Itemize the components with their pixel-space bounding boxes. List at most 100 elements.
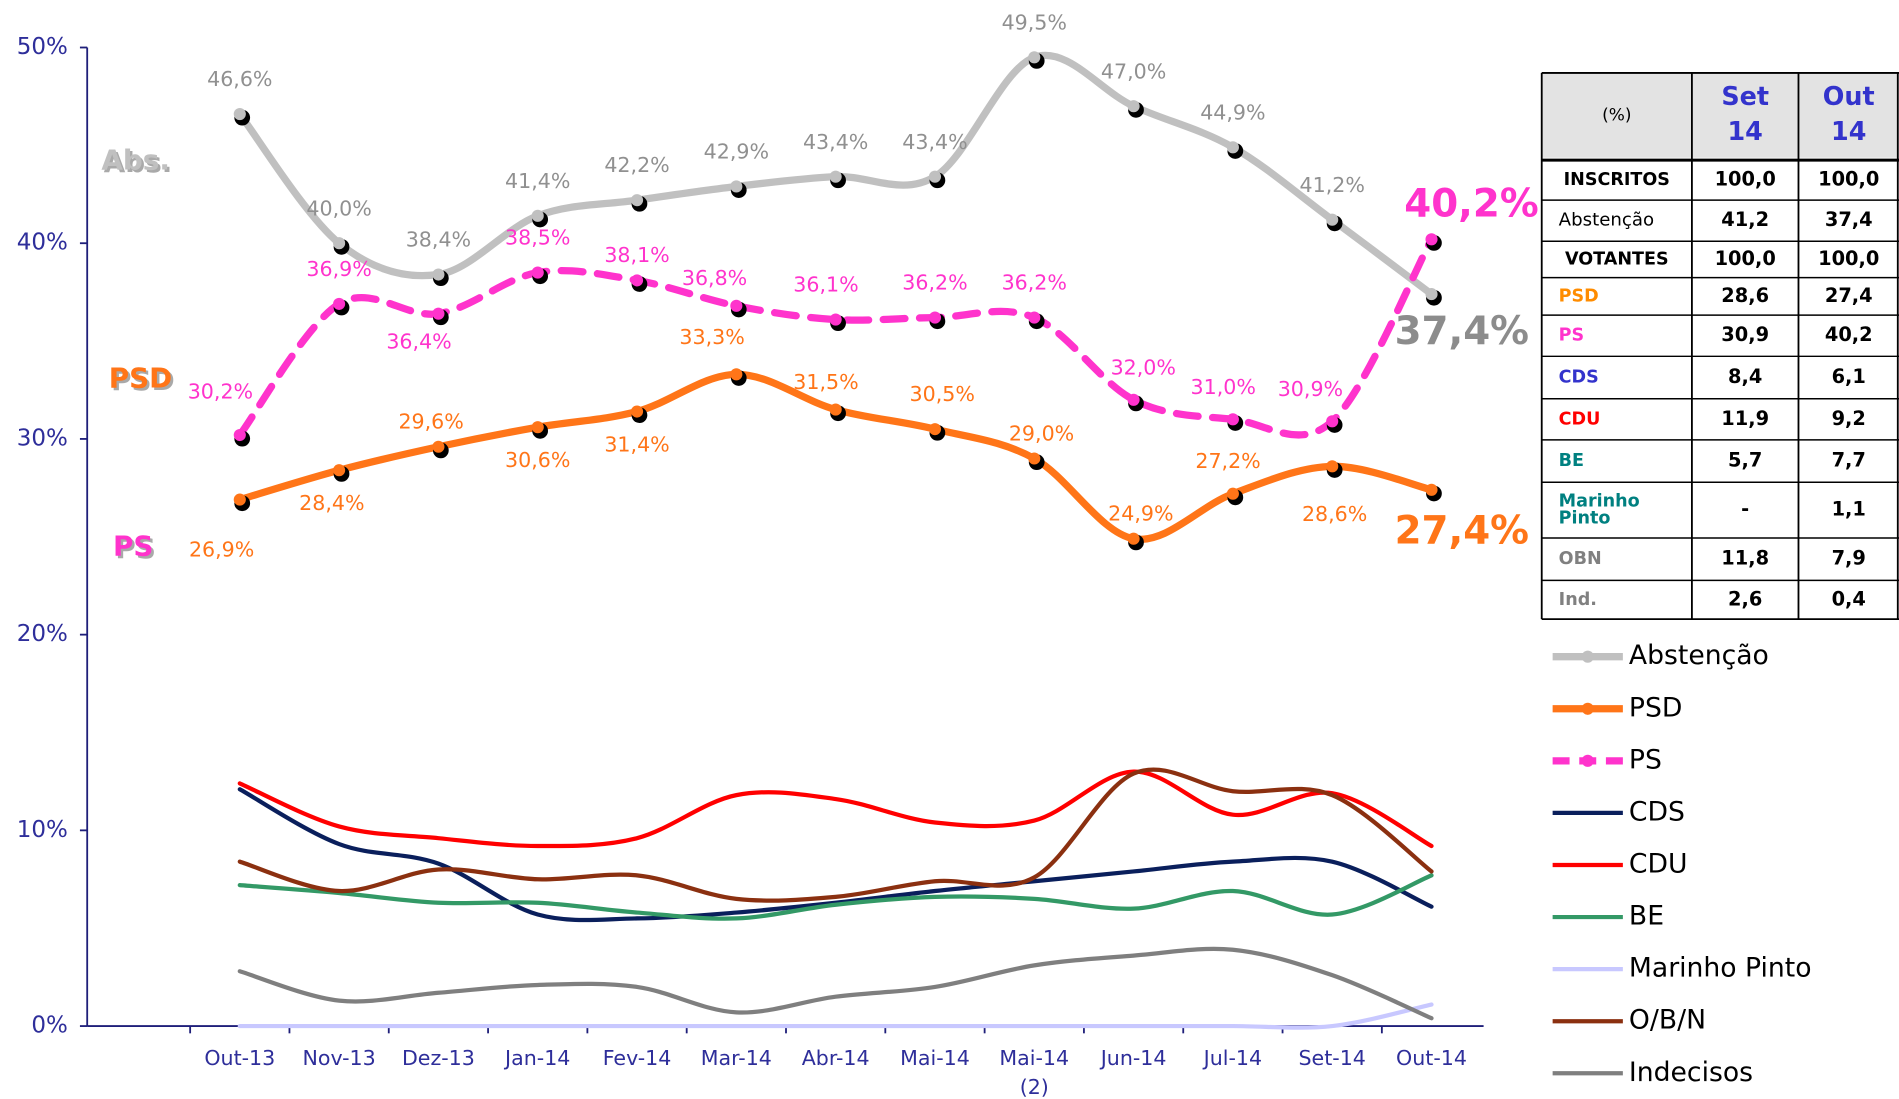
- point: [1028, 311, 1041, 324]
- point: [1028, 452, 1041, 465]
- table-cell: PSD: [1559, 286, 1599, 306]
- point: [829, 403, 842, 416]
- data-label: 36,9%: [306, 257, 371, 281]
- data-label: 41,2%: [1300, 173, 1365, 197]
- x-tick-label: Out-14: [1396, 1046, 1467, 1070]
- data-label: 43,4%: [803, 130, 868, 154]
- x-tick-label: Fev-14: [603, 1046, 672, 1070]
- y-tick-label: 10%: [17, 817, 68, 843]
- data-label: 24,9%: [1108, 502, 1173, 526]
- point: [432, 440, 445, 453]
- y-tick-label: 50%: [17, 34, 68, 60]
- series-tag: PS: [113, 530, 153, 563]
- series-tag: Abs.: [101, 143, 170, 176]
- series-line: [237, 769, 1434, 849]
- table-cell: 40,2: [1825, 323, 1873, 346]
- table-cell: INSCRITOS: [1564, 170, 1670, 190]
- y-tick-label: 30%: [17, 425, 68, 451]
- series-line: [237, 1002, 1434, 1030]
- data-label: 43,4%: [902, 130, 967, 154]
- y-tick-label: 0%: [31, 1013, 68, 1039]
- table-cell: CDS: [1559, 368, 1599, 388]
- table-cell: Ind.: [1559, 590, 1597, 610]
- legend-label: Indecisos: [1629, 1057, 1753, 1088]
- point: [1326, 213, 1339, 226]
- data-label: 33,3%: [679, 325, 744, 349]
- data-label: 30,9%: [1278, 377, 1343, 401]
- data-label: 37,4%: [1395, 309, 1529, 354]
- point: [432, 268, 445, 281]
- table-cell: 1,1: [1832, 498, 1866, 521]
- data-label: 28,6%: [1302, 502, 1367, 526]
- x-tick-label: Mar-14: [701, 1046, 772, 1070]
- legend-marker: [1581, 702, 1594, 715]
- data-label: 32,0%: [1111, 355, 1176, 379]
- point: [233, 493, 246, 506]
- data-label: 42,2%: [604, 153, 669, 177]
- x-tick-label: Mai-14: [900, 1046, 970, 1070]
- x-tick-label: Jul-14: [1202, 1046, 1262, 1070]
- point: [630, 194, 644, 207]
- table-cell: 11,9: [1721, 407, 1769, 430]
- data-label: 30,5%: [910, 382, 975, 406]
- point: [233, 107, 246, 121]
- legend-label: PS: [1629, 744, 1662, 775]
- table-cell: 9,2: [1832, 407, 1866, 430]
- point: [1028, 51, 1041, 64]
- x-tick-label: Out-13: [204, 1046, 275, 1070]
- table-cell: 0,4: [1832, 587, 1866, 610]
- data-label: 36,2%: [902, 271, 967, 295]
- data-label: 38,5%: [505, 226, 570, 250]
- point: [531, 266, 544, 279]
- table-cell: 100,0: [1818, 247, 1879, 270]
- point: [630, 405, 644, 418]
- data-label: 30,6%: [505, 448, 570, 472]
- point: [1127, 100, 1140, 113]
- point: [730, 299, 743, 312]
- data-label: 36,8%: [682, 266, 747, 290]
- data-label: 36,2%: [1002, 271, 1067, 295]
- data-label: 47,0%: [1101, 59, 1166, 83]
- series-tag: PSD: [109, 361, 173, 394]
- table-header: Out 14: [1823, 81, 1875, 146]
- legend-marker: [1581, 754, 1594, 767]
- legend-label: CDS: [1629, 796, 1685, 827]
- point: [1425, 483, 1438, 496]
- point: [531, 209, 544, 222]
- point: [1326, 460, 1339, 473]
- table-cell: 100,0: [1715, 168, 1776, 191]
- data-label: 38,4%: [406, 228, 471, 252]
- data-label: 42,9%: [704, 140, 769, 164]
- point: [333, 297, 346, 310]
- point: [730, 368, 743, 381]
- table-cell: Abstenção: [1559, 210, 1654, 231]
- series-tag-shadow: PSD: [111, 364, 175, 397]
- series-tag-shadow: Abs.: [104, 146, 173, 179]
- table-cell: 100,0: [1715, 247, 1776, 270]
- data-label: 29,6%: [398, 410, 463, 434]
- data-label: 36,1%: [793, 273, 858, 297]
- legend-label: PSD: [1629, 692, 1682, 723]
- data-label: 29,0%: [1009, 421, 1074, 445]
- table-cell: BE: [1559, 451, 1584, 471]
- data-label: 40,0%: [306, 196, 371, 220]
- series-line: [237, 767, 1434, 903]
- table-cell: OBN: [1559, 549, 1602, 569]
- y-tick-label: 20%: [17, 621, 68, 647]
- point: [928, 170, 942, 183]
- table-cell: 7,7: [1832, 449, 1866, 472]
- point: [928, 423, 942, 436]
- table-cell: -: [1741, 498, 1749, 521]
- point: [1226, 487, 1239, 500]
- table-header-bg: [1541, 72, 1899, 158]
- point: [928, 311, 942, 324]
- point: [1425, 233, 1438, 246]
- point: [333, 237, 346, 250]
- table-cell: Marinho Pinto: [1559, 492, 1640, 529]
- table-cell: PS: [1559, 326, 1585, 346]
- table-cell: VOTANTES: [1565, 249, 1669, 269]
- series-line: [237, 946, 1434, 1021]
- table-cell: 37,4: [1825, 208, 1873, 231]
- legend-marker: [1581, 650, 1594, 663]
- legend-label: Abstenção: [1629, 640, 1769, 671]
